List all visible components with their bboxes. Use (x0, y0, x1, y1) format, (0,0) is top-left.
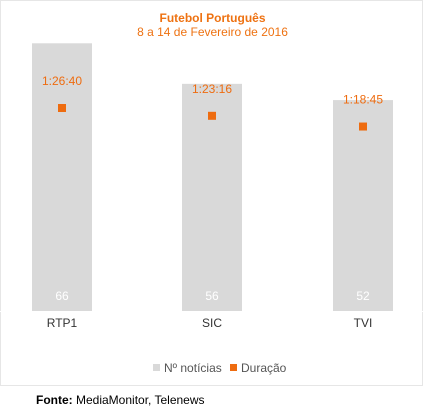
chart-plot: 66 1:26:40 RTP1 56 1:23:16 SIC 52 1:18:45 TVI Nº … (32, 43, 393, 375)
duration-marker-sic (208, 111, 216, 120)
chart-subtitle: 8 a 14 de Fevereiro de 2016 (137, 25, 288, 39)
legend-swatch-duracao (230, 364, 237, 371)
bar-value-label-tvi: 52 (356, 289, 370, 303)
legend-swatch-noticias (153, 364, 160, 371)
category-label-sic: SIC (202, 316, 222, 330)
source-text: MediaMonitor, Telenews (76, 393, 205, 407)
duration-label-sic: 1:23:16 (192, 82, 232, 96)
bar-value-label-rtp1: 66 (55, 289, 69, 303)
bar-value-label-sic: 56 (205, 289, 219, 303)
legend-label-duracao: Duração (241, 361, 287, 375)
duration-marker-rtp1 (58, 104, 66, 112)
duration-label-tvi: 1:18:45 (343, 93, 383, 107)
bar-noticias-rtp1 (32, 43, 92, 312)
source-note: Fonte: MediaMonitor, Telenews (36, 393, 205, 407)
legend-label-noticias: Nº notícias (164, 361, 222, 375)
source-label: Fonte: (36, 393, 73, 407)
bar-noticias-tvi (333, 100, 393, 311)
category-label-rtp1: RTP1 (47, 316, 78, 330)
duration-marker-tvi (359, 122, 367, 131)
chart-title: Futebol Português (159, 11, 266, 25)
duration-label-rtp1: 1:26:40 (42, 74, 82, 88)
category-label-tvi: TVI (354, 316, 373, 330)
bar-noticias-sic (182, 83, 242, 312)
